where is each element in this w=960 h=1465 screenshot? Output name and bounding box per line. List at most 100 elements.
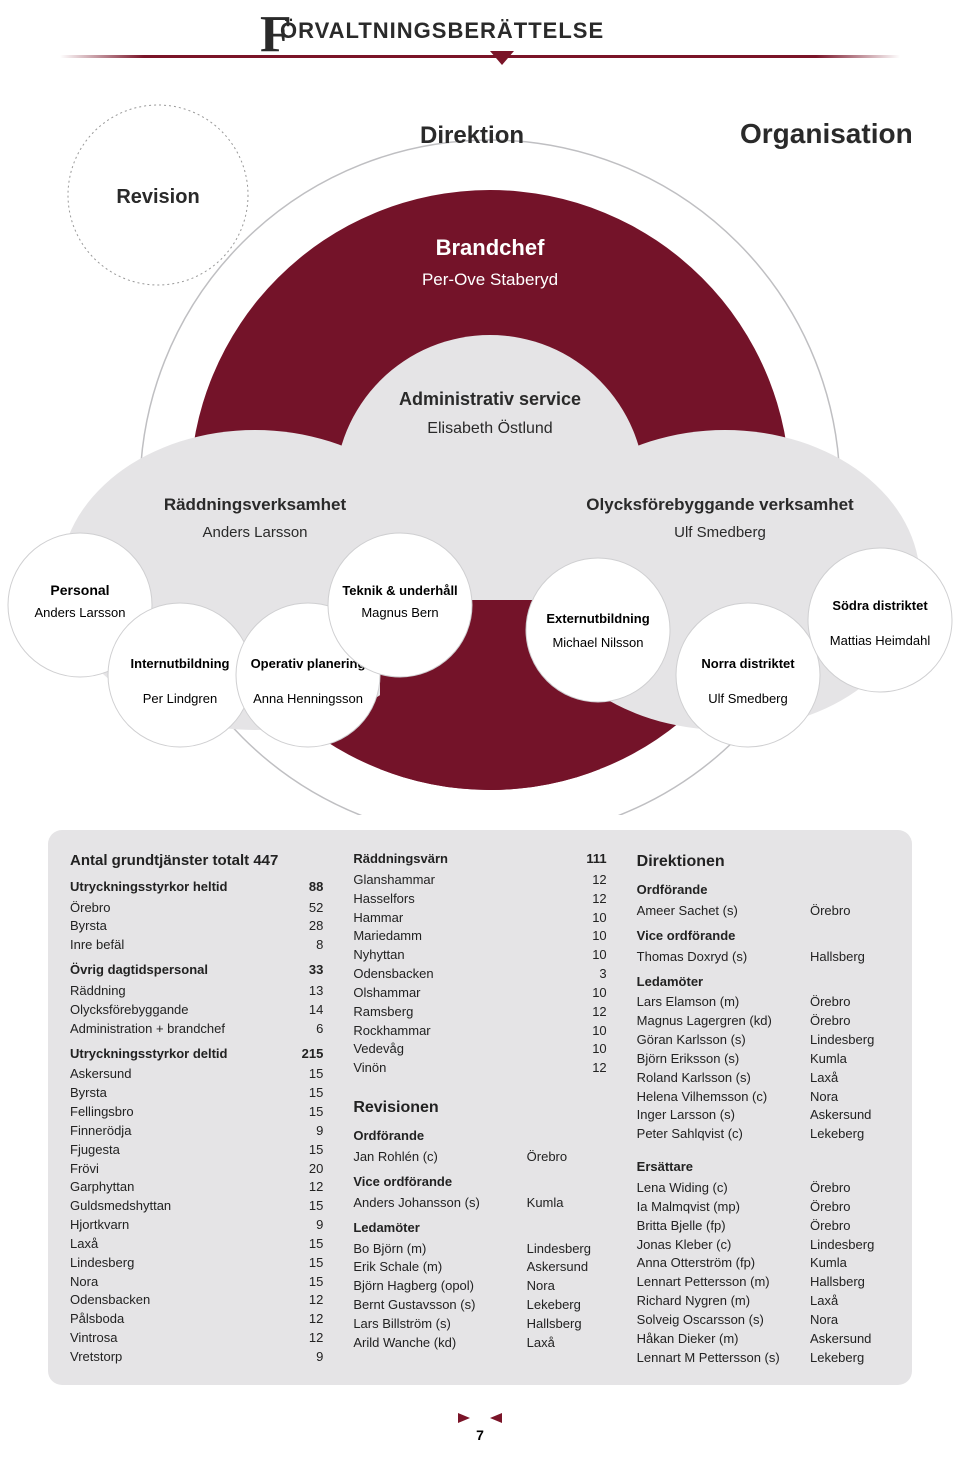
intern-label: Internutbildning xyxy=(131,656,230,671)
norra-name: Ulf Smedberg xyxy=(708,691,787,706)
table-row: Håkan Dieker (m)Askersund xyxy=(637,1330,890,1349)
header-title: ÖRVALTNINGSBERÄTTELSE xyxy=(280,18,604,44)
table-row: Finnerödja9 xyxy=(70,1122,323,1141)
extern-label: Externutbildning xyxy=(546,611,649,626)
rev-led-label: Ledamöter xyxy=(353,1219,606,1238)
table-row: Fellingsbro15 xyxy=(70,1103,323,1122)
ovrig-title: Övrig dagtidspersonal xyxy=(70,961,293,980)
norra-label: Norra distriktet xyxy=(701,656,795,671)
extern-name: Michael Nilsson xyxy=(552,635,643,650)
table-row: Erik Schale (m)Askersund xyxy=(353,1258,606,1277)
table-row: Lindesberg15 xyxy=(70,1254,323,1273)
olycks-label: Olycksförebyggande verksamhet xyxy=(586,495,854,514)
table-row: Lars Billström (s)Hallsberg xyxy=(353,1315,606,1334)
table-row: Garphyttan12 xyxy=(70,1178,323,1197)
table-row: Laxå15 xyxy=(70,1235,323,1254)
data-tables: Antal grundtjänster totalt 447 Utrycknin… xyxy=(48,830,912,1385)
table-row: Lennart Pettersson (m)Hallsberg xyxy=(637,1273,890,1292)
table-row: Britta Bjelle (fp)Örebro xyxy=(637,1217,890,1236)
footer-marker: 7 xyxy=(450,1411,510,1443)
table-row: Fjugesta15 xyxy=(70,1141,323,1160)
olycks-name: Ulf Smedberg xyxy=(674,524,766,541)
brandchef-name: Per-Ove Staberyd xyxy=(422,270,558,289)
table-row: Räddning13 xyxy=(70,982,323,1001)
dir-ordf-label: Ordförande xyxy=(637,881,890,900)
table-row: Hjortkvarn9 xyxy=(70,1216,323,1235)
table-row: Helena Vilhemsson (c)Nora xyxy=(637,1088,890,1107)
organisation-label: Organisation xyxy=(740,118,913,149)
header-divider xyxy=(60,55,900,58)
table-row: Inre befäl8 xyxy=(70,936,323,955)
revision-title: Revisionen xyxy=(353,1096,606,1119)
table-row: Guldsmedshyttan15 xyxy=(70,1197,323,1216)
table-row: Roland Karlsson (s)Laxå xyxy=(637,1069,890,1088)
table-row: Ramsberg12 xyxy=(353,1003,606,1022)
sodra-label: Södra distriktet xyxy=(832,598,928,613)
dir-vice-label: Vice ordförande xyxy=(637,927,890,946)
table-row: Björn Hagberg (opol)Nora xyxy=(353,1277,606,1296)
admin-name: Elisabeth Östlund xyxy=(427,419,552,437)
dir-ers-label: Ersättare xyxy=(637,1158,890,1177)
table-row: Anders Johansson (s)Kumla xyxy=(353,1194,606,1213)
table-row: Lennart M Pettersson (s)Lekeberg xyxy=(637,1349,890,1368)
table-row: Byrsta28 xyxy=(70,917,323,936)
table-row: Thomas Doxryd (s)Hallsberg xyxy=(637,948,890,967)
table-row: Pålsboda12 xyxy=(70,1310,323,1329)
raddvarn-title: Räddningsvärn xyxy=(353,850,576,869)
raddvarn-total: 111 xyxy=(577,850,607,869)
raddning-name: Anders Larsson xyxy=(202,524,307,541)
operativ-name: Anna Henningsson xyxy=(253,691,363,706)
heltid-total: 88 xyxy=(293,878,323,897)
deltid-total: 215 xyxy=(293,1045,323,1064)
table-row: Jan Rohlén (c)Örebro xyxy=(353,1148,606,1167)
table-row: Vintrosa12 xyxy=(70,1329,323,1348)
table-row: Richard Nygren (m)Laxå xyxy=(637,1292,890,1311)
header-marker xyxy=(490,51,514,65)
personal-label: Personal xyxy=(50,582,109,598)
table-row: Glanshammar12 xyxy=(353,871,606,890)
table-row: Inger Larsson (s)Askersund xyxy=(637,1106,890,1125)
brandchef-label: Brandchef xyxy=(436,235,545,260)
rev-vice-label: Vice ordförande xyxy=(353,1173,606,1192)
intern-name: Per Lindgren xyxy=(143,691,217,706)
org-diagram: Direktion Organisation Revision Brandche… xyxy=(0,85,960,815)
operativ-label: Operativ planering xyxy=(251,656,366,671)
dir-led-label: Ledamöter xyxy=(637,973,890,992)
col-direktionen: Direktionen Ordförande Ameer Sachet (s)Ö… xyxy=(637,850,890,1365)
personal-name: Anders Larsson xyxy=(34,605,125,620)
table-row: Byrsta15 xyxy=(70,1084,323,1103)
page-footer: 7 xyxy=(0,1411,960,1445)
table-row: Frövi20 xyxy=(70,1160,323,1179)
teknik-label: Teknik & underhåll xyxy=(342,583,457,598)
table-row: Peter Sahlqvist (c)Lekeberg xyxy=(637,1125,890,1144)
table-row: Örebro52 xyxy=(70,899,323,918)
table-row: Vedevåg10 xyxy=(353,1040,606,1059)
table-row: Bo Björn (m)Lindesberg xyxy=(353,1240,606,1259)
admin-label: Administrativ service xyxy=(399,389,581,409)
table-row: Anna Otterström (fp)Kumla xyxy=(637,1254,890,1273)
table-row: Nora15 xyxy=(70,1273,323,1292)
table-row: Odensbacken3 xyxy=(353,965,606,984)
heltid-title: Utryckningsstyrkor heltid xyxy=(70,878,293,897)
grund-title: Antal grundtjänster totalt 447 xyxy=(70,850,323,872)
table-row: Björn Eriksson (s)Kumla xyxy=(637,1050,890,1069)
page-header: F ÖRVALTNINGSBERÄTTELSE xyxy=(0,0,960,80)
col-grundtjanster: Antal grundtjänster totalt 447 Utrycknin… xyxy=(70,850,323,1365)
table-row: Jonas Kleber (c)Lindesberg xyxy=(637,1236,890,1255)
col-raddningsvarn-revision: Räddningsvärn111 Glanshammar12Hasselfors… xyxy=(353,850,606,1365)
table-row: Olycksförebyggande14 xyxy=(70,1001,323,1020)
raddning-label: Räddningsverksamhet xyxy=(164,495,347,514)
table-row: Ameer Sachet (s)Örebro xyxy=(637,902,890,921)
table-row: Solveig Oscarsson (s)Nora xyxy=(637,1311,890,1330)
table-row: Hammar10 xyxy=(353,909,606,928)
table-row: Vretstorp9 xyxy=(70,1348,323,1367)
table-row: Lena Widing (c)Örebro xyxy=(637,1179,890,1198)
table-row: Nyhyttan10 xyxy=(353,946,606,965)
table-row: Lars Elamson (m)Örebro xyxy=(637,993,890,1012)
revision-label: Revision xyxy=(116,186,199,208)
sodra-name: Mattias Heimdahl xyxy=(830,633,931,648)
table-row: Administration + brandchef6 xyxy=(70,1020,323,1039)
table-row: Askersund15 xyxy=(70,1065,323,1084)
table-row: Ia Malmqvist (mp)Örebro xyxy=(637,1198,890,1217)
direktionen-title: Direktionen xyxy=(637,850,890,873)
